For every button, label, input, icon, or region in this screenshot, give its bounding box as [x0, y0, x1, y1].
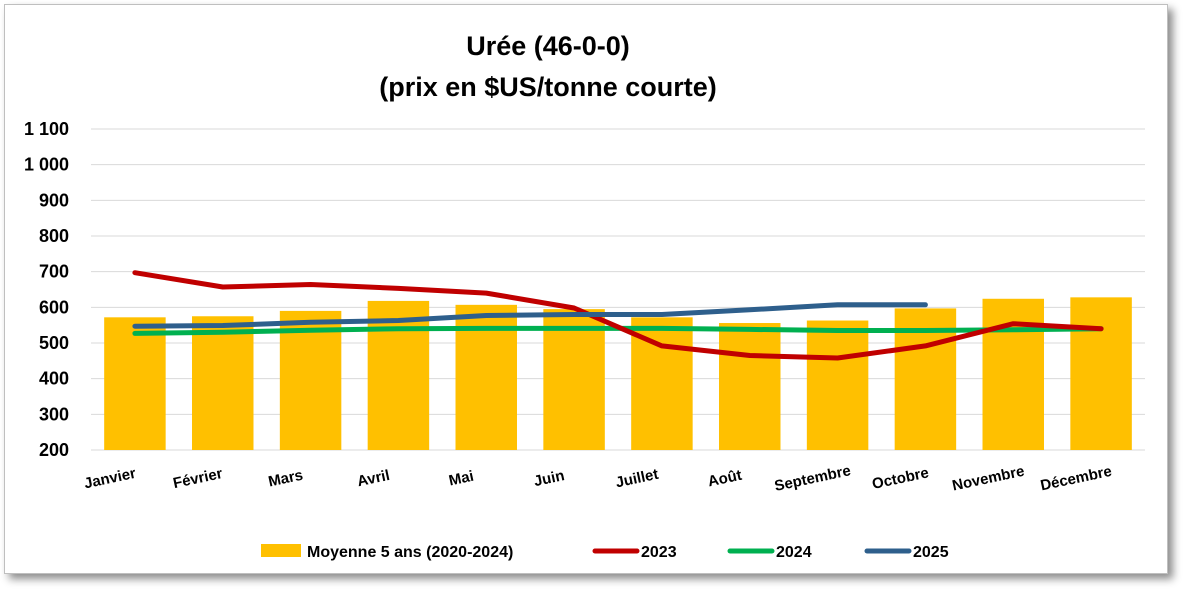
y-tick-label: 400	[39, 369, 69, 389]
x-tick-label: Janvier	[83, 465, 138, 493]
gridlines	[91, 128, 1145, 451]
chart-canvas: Urée (46-0-0) (prix en $US/tonne courte)…	[24, 31, 1145, 561]
line-series	[132, 270, 1104, 361]
y-tick-label: 1 100	[24, 119, 69, 139]
x-tick-label: Décembre	[1039, 463, 1113, 495]
x-tick-label: Août	[706, 467, 743, 491]
y-axis: 200 300 400 500 600 700 800 900 1 000 1 100	[24, 119, 69, 460]
y-tick-label: 500	[39, 333, 69, 353]
x-tick-label: Avril	[356, 467, 392, 490]
x-tick-label: Mai	[447, 468, 475, 490]
chart-title-line-2: (prix en $US/tonne courte)	[379, 72, 717, 102]
legend-label-2025: 2025	[913, 544, 949, 561]
y-tick-label: 700	[39, 262, 69, 282]
legend: Moyenne 5 ans (2020-2024) 2023 2024 2025	[261, 544, 949, 561]
x-tick-label: Septembre	[773, 462, 852, 495]
legend-label-2023: 2023	[641, 544, 677, 561]
chart-frame: Urée (46-0-0) (prix en $US/tonne courte)…	[4, 4, 1168, 574]
x-tick-label: Novembre	[951, 463, 1026, 495]
bar-moyenne-5-ans	[104, 317, 166, 450]
bar-moyenne-5-ans	[192, 316, 254, 450]
y-tick-label: 900	[39, 190, 69, 210]
bar-moyenne-5-ans	[1070, 297, 1132, 450]
legend-label-moyenne: Moyenne 5 ans (2020-2024)	[307, 544, 513, 561]
x-tick-label: Octobre	[871, 464, 931, 493]
bar-moyenne-5-ans	[806, 320, 869, 450]
chart-title-line-1: Urée (46-0-0)	[466, 31, 630, 61]
legend-swatch-moyenne	[261, 544, 301, 557]
y-tick-label: 1 000	[24, 155, 69, 175]
x-tick-label: Février	[172, 465, 225, 492]
legend-label-2024: 2024	[776, 544, 812, 561]
x-tick-label: Juillet	[614, 466, 660, 492]
bar-moyenne-5-ans	[367, 300, 430, 450]
y-tick-label: 300	[39, 404, 69, 424]
x-axis: Janvier Février Mars Avril Mai Juin Juillet Aoû…	[83, 462, 1114, 495]
y-tick-label: 600	[39, 297, 69, 317]
y-tick-label: 200	[39, 440, 69, 460]
x-tick-label: Juin	[532, 467, 566, 490]
line-series-2025	[132, 302, 928, 329]
bar-moyenne-5-ans	[719, 323, 781, 450]
bar-moyenne-5-ans	[279, 310, 342, 450]
bar-moyenne-5-ans	[543, 309, 605, 450]
x-tick-label: Mars	[267, 467, 305, 491]
bars-series	[104, 297, 1132, 450]
line-series-2023	[132, 270, 1104, 361]
y-tick-label: 800	[39, 226, 69, 246]
